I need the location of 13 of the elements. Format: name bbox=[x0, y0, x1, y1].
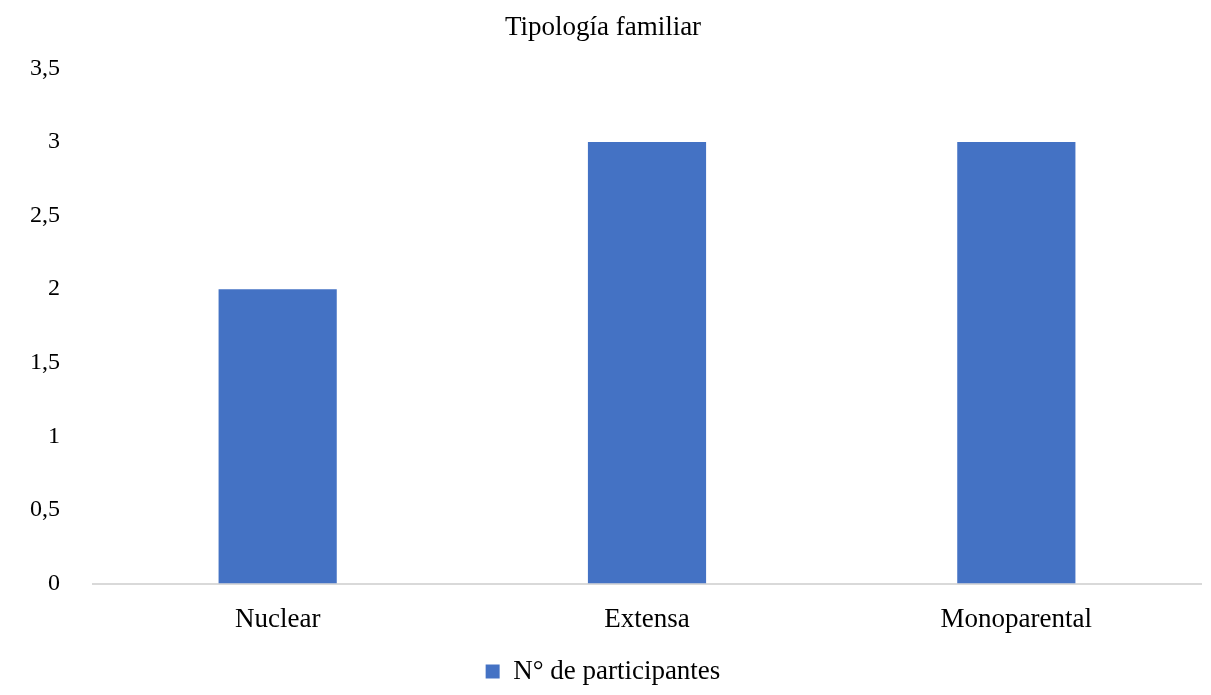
y-tick-label: 1 bbox=[48, 421, 60, 448]
y-tick-label: 2,5 bbox=[30, 200, 60, 227]
y-tick-label: 0,5 bbox=[30, 495, 60, 522]
y-tick-label: 0 bbox=[48, 568, 60, 595]
legend-label: N° de participantes bbox=[513, 654, 721, 685]
y-tick-label: 3 bbox=[48, 127, 60, 154]
x-tick-label: Extensa bbox=[604, 602, 690, 633]
x-tick-label: Nuclear bbox=[234, 602, 321, 633]
y-tick-label: 3,5 bbox=[30, 53, 60, 80]
y-tick-label: 2 bbox=[48, 274, 60, 301]
x-tick-label: Monoparental bbox=[940, 602, 1093, 633]
chart-title: Tipología familiar bbox=[504, 11, 702, 42]
y-tick-label: 1,5 bbox=[30, 348, 60, 375]
